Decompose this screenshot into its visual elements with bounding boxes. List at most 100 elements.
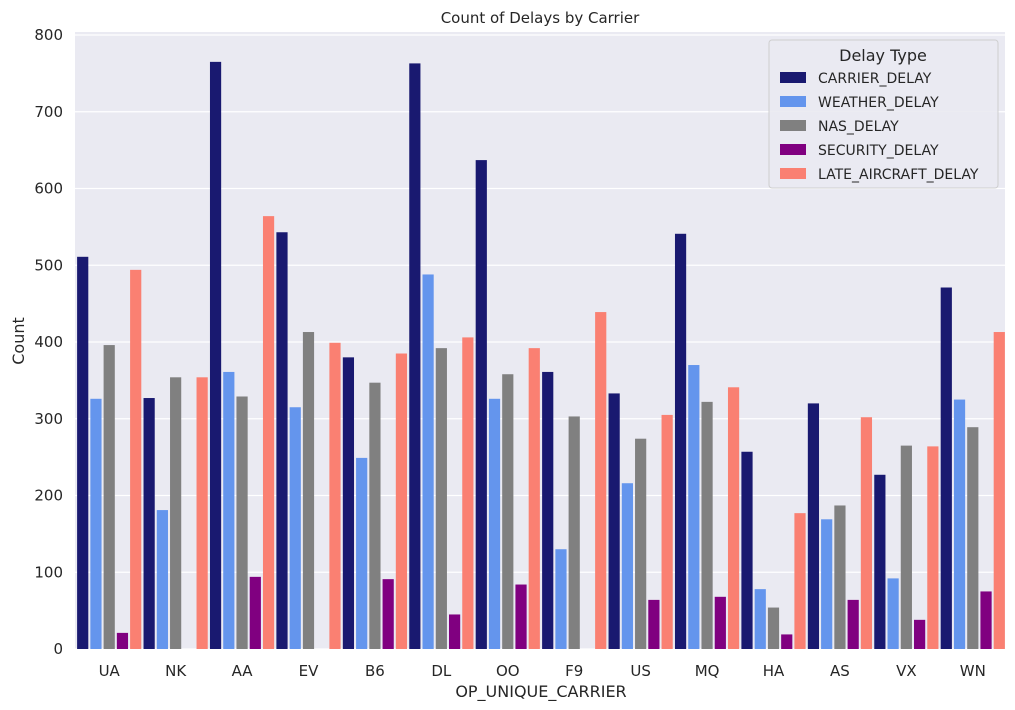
bar-carrier-delay-ua — [77, 256, 89, 649]
x-tick-label: DL — [431, 662, 452, 680]
x-tick-label: B6 — [365, 662, 385, 680]
x-tick-label: UA — [99, 662, 121, 680]
bar-nas-delay-dl — [435, 348, 447, 649]
x-tick-label: MQ — [695, 662, 720, 680]
chart-title: Count of Delays by Carrier — [441, 9, 640, 27]
bar-weather-delay-aa — [223, 371, 235, 649]
bar-nas-delay-nk — [170, 377, 182, 649]
bar-weather-delay-b6 — [356, 457, 368, 649]
x-tick-label: VX — [896, 662, 917, 680]
bar-weather-delay-as — [821, 519, 833, 649]
legend-label: SECURITY_DELAY — [818, 143, 939, 159]
bar-carrier-delay-nk — [143, 398, 155, 649]
bar-late-aircraft-delay-vx — [927, 446, 939, 649]
bar-weather-delay-wn — [953, 399, 966, 649]
bar-nas-delay-ha — [767, 607, 780, 649]
bar-carrier-delay-ha — [741, 451, 753, 649]
bar-late-aircraft-delay-as — [860, 417, 873, 649]
bar-nas-delay-aa — [236, 396, 248, 649]
bar-security-delay-b6 — [382, 579, 394, 649]
bar-carrier-delay-f9 — [542, 371, 554, 649]
legend-swatch — [780, 144, 806, 155]
bar-security-delay-mq — [714, 596, 726, 649]
y-tick-label: 0 — [53, 640, 63, 658]
bar-security-delay-dl — [449, 614, 461, 649]
legend-items: CARRIER_DELAY WEATHER_DELAY NAS_DELAY SECUR… — [780, 71, 979, 183]
x-tick-labels: UA NK AA EV B6 DL OO F9 US MQ HA AS VX WN — [99, 662, 986, 680]
bar-weather-delay-ev — [289, 407, 301, 649]
bar-security-delay-wn — [980, 591, 992, 649]
bar-late-aircraft-delay-dl — [462, 337, 474, 649]
x-tick-label: EV — [299, 662, 319, 680]
y-tick-label: 600 — [34, 180, 63, 198]
bar-nas-delay-vx — [900, 445, 912, 649]
y-tick-label: 200 — [34, 487, 63, 505]
x-tick-label: NK — [165, 662, 187, 680]
x-tick-label: WN — [960, 662, 986, 680]
bar-nas-delay-wn — [967, 427, 979, 649]
bar-carrier-delay-wn — [940, 287, 952, 649]
x-tick-label: US — [630, 662, 651, 680]
bar-nas-delay-us — [635, 438, 647, 649]
legend-label: CARRIER_DELAY — [818, 71, 932, 87]
bar-weather-delay-oo — [488, 398, 501, 649]
y-tick-label: 300 — [34, 410, 63, 428]
legend-title: Delay Type — [839, 46, 927, 65]
bar-carrier-delay-dl — [409, 63, 421, 649]
bar-nas-delay-ev — [302, 332, 315, 649]
bar-carrier-delay-oo — [475, 160, 487, 650]
bar-carrier-delay-vx — [874, 474, 886, 649]
bar-security-delay-as — [847, 599, 859, 649]
bar-security-delay-oo — [515, 584, 527, 649]
bar-security-delay-ua — [116, 632, 129, 649]
bar-carrier-delay-mq — [674, 233, 687, 649]
y-axis-label: Count — [9, 317, 28, 365]
y-tick-label: 700 — [34, 103, 63, 121]
bar-late-aircraft-delay-us — [661, 414, 673, 649]
y-tick-label: 400 — [34, 333, 63, 351]
bar-late-aircraft-delay-ua — [130, 269, 142, 649]
bar-late-aircraft-delay-wn — [993, 332, 1005, 649]
legend: Delay Type CARRIER_DELAY WEATHER_DELAY NAS… — [768, 39, 999, 189]
bar-late-aircraft-delay-b6 — [395, 353, 408, 649]
bar-nas-delay-b6 — [369, 382, 381, 649]
x-tick-label: AS — [830, 662, 850, 680]
bar-weather-delay-dl — [422, 274, 434, 649]
legend-label: LATE_AIRCRAFT_DELAY — [818, 167, 979, 183]
legend-swatch — [780, 72, 806, 83]
x-axis-label: OP_UNIQUE_CARRIER — [455, 682, 626, 702]
legend-swatch — [780, 168, 806, 179]
bar-late-aircraft-delay-ev — [329, 342, 341, 649]
legend-swatch — [780, 96, 806, 107]
bar-weather-delay-f9 — [555, 549, 567, 649]
y-tick-label: 500 — [34, 256, 63, 274]
bar-security-delay-us — [648, 599, 660, 649]
bar-carrier-delay-aa — [209, 61, 222, 650]
bar-carrier-delay-as — [807, 403, 820, 649]
x-tick-label: HA — [763, 662, 785, 680]
bar-late-aircraft-delay-mq — [727, 387, 740, 649]
bar-security-delay-vx — [914, 619, 926, 649]
x-tick-label: F9 — [565, 662, 583, 680]
bar-nas-delay-ua — [103, 345, 115, 649]
bar-late-aircraft-delay-f9 — [595, 312, 607, 649]
bars — [77, 61, 1005, 650]
legend-label: WEATHER_DELAY — [818, 95, 939, 111]
bar-carrier-delay-us — [608, 393, 620, 649]
bar-weather-delay-ua — [90, 398, 102, 649]
bar-weather-delay-mq — [688, 365, 700, 649]
bar-nas-delay-mq — [701, 401, 713, 649]
bar-weather-delay-us — [621, 483, 633, 649]
y-tick-label: 100 — [34, 563, 63, 581]
legend-swatch — [780, 120, 806, 131]
bar-security-delay-aa — [249, 576, 261, 649]
bar-weather-delay-nk — [156, 510, 168, 649]
y-tick-labels: 0 100 200 300 400 500 600 700 800 — [34, 26, 63, 658]
bar-late-aircraft-delay-nk — [196, 377, 208, 649]
bar-late-aircraft-delay-ha — [794, 513, 806, 649]
bar-nas-delay-as — [834, 505, 846, 649]
bar-late-aircraft-delay-oo — [528, 348, 540, 649]
y-tick-label: 800 — [34, 26, 63, 44]
legend-label: NAS_DELAY — [818, 119, 899, 135]
